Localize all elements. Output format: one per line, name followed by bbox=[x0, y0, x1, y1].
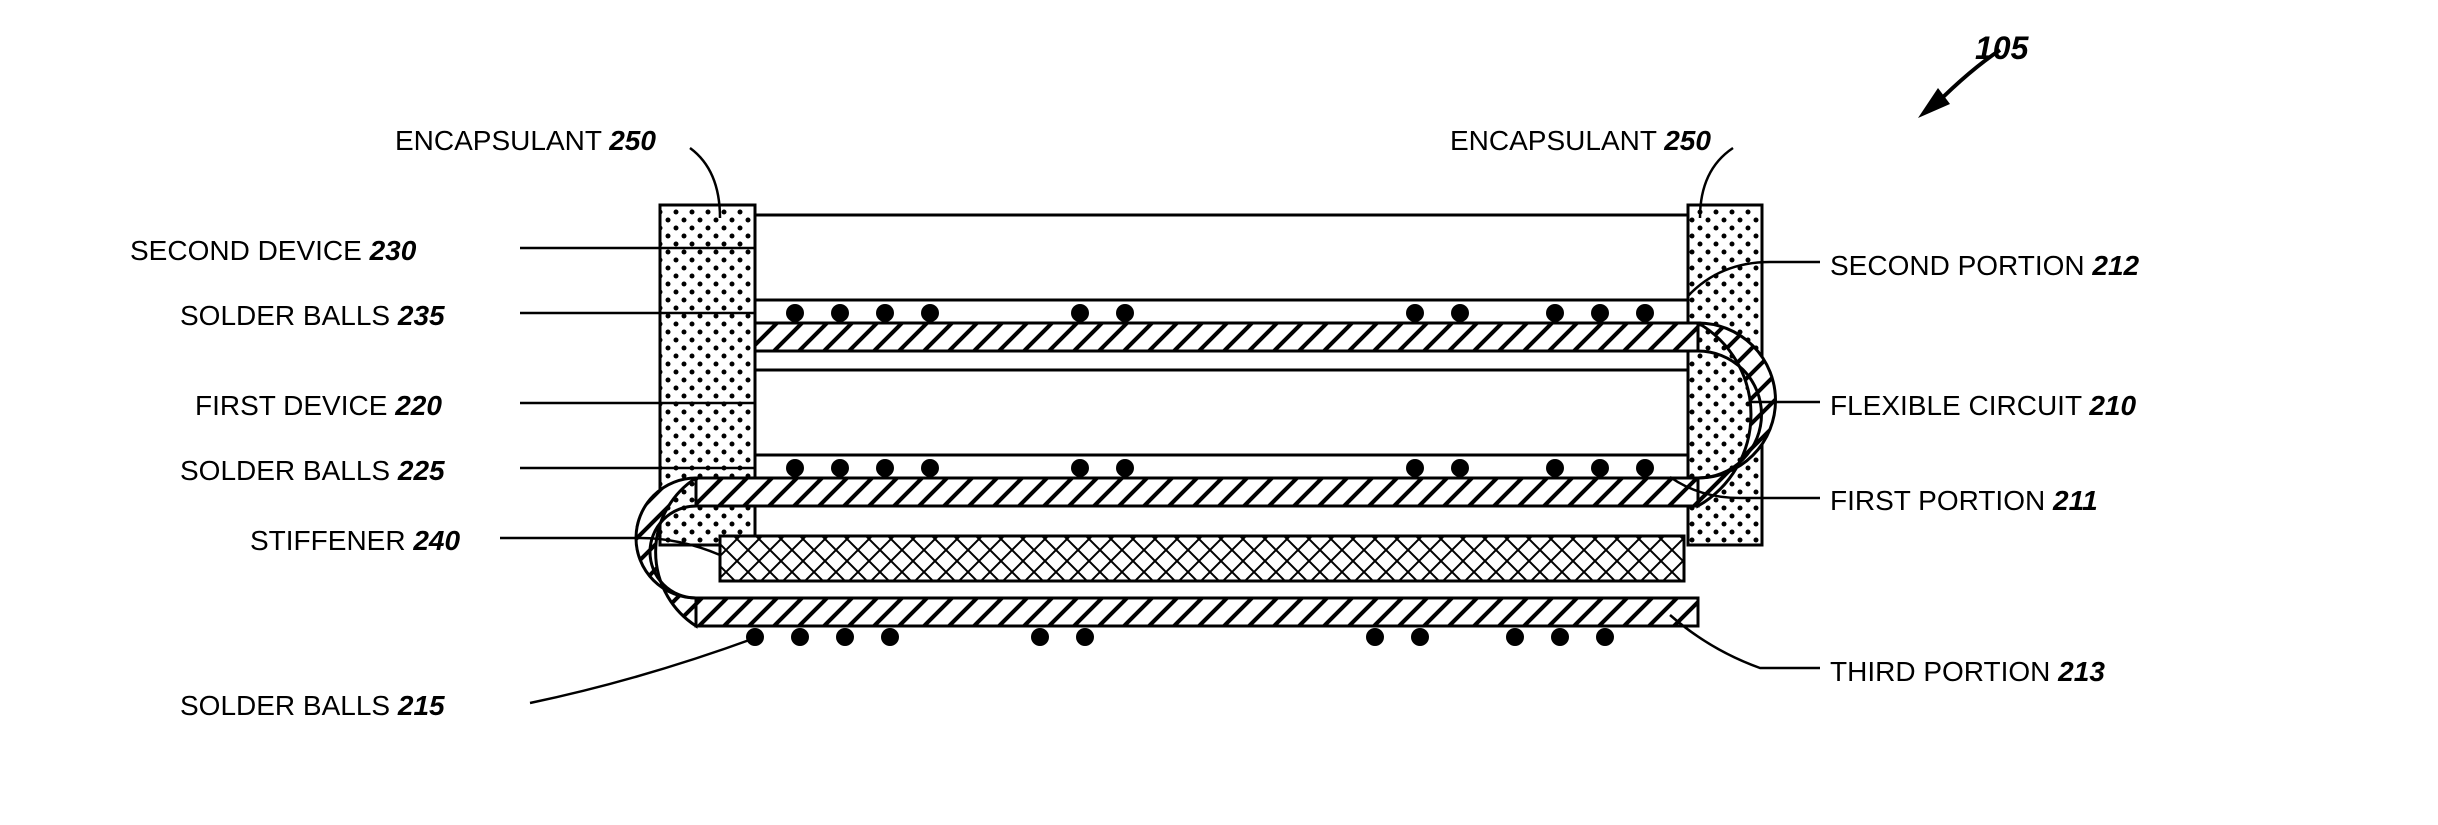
label-text: FIRST PORTION bbox=[1830, 485, 2045, 516]
stiffener bbox=[720, 536, 1684, 581]
label-ref: 240 bbox=[413, 525, 460, 556]
label-second-portion: SECOND PORTION 212 bbox=[1830, 250, 2139, 282]
label-text: ENCAPSULANT bbox=[395, 125, 601, 156]
label-ref: 215 bbox=[398, 690, 445, 721]
solder-balls-225 bbox=[786, 459, 1654, 477]
first-device bbox=[755, 370, 1688, 455]
label-ref: 230 bbox=[370, 235, 417, 266]
solder-balls-235 bbox=[786, 304, 1654, 322]
label-ref: 212 bbox=[2092, 250, 2139, 281]
label-stiffener: STIFFENER 240 bbox=[250, 525, 460, 557]
label-encapsulant-left: ENCAPSULANT 250 bbox=[395, 125, 656, 157]
label-text: SECOND DEVICE bbox=[130, 235, 362, 266]
label-solder-215: SOLDER BALLS 215 bbox=[180, 690, 445, 722]
diagram-canvas: ENCAPSULANT 250 SECOND DEVICE 230 SOLDER… bbox=[0, 0, 2438, 825]
label-ref: 225 bbox=[398, 455, 445, 486]
label-text: FIRST DEVICE bbox=[195, 390, 387, 421]
label-ref: 211 bbox=[2053, 485, 2098, 516]
label-text: SOLDER BALLS bbox=[180, 300, 390, 331]
label-ref: 250 bbox=[1664, 125, 1711, 156]
label-ref: 210 bbox=[2089, 390, 2136, 421]
label-third-portion: THIRD PORTION 213 bbox=[1830, 656, 2105, 688]
label-first-portion: FIRST PORTION 211 bbox=[1830, 485, 2098, 517]
label-solder-225: SOLDER BALLS 225 bbox=[180, 455, 445, 487]
label-text: THIRD PORTION bbox=[1830, 656, 2050, 687]
label-text: STIFFENER bbox=[250, 525, 406, 556]
label-text: SOLDER BALLS bbox=[180, 690, 390, 721]
solder-balls-215 bbox=[746, 628, 1614, 646]
label-ref: 220 bbox=[395, 390, 442, 421]
label-encapsulant-right: ENCAPSULANT 250 bbox=[1450, 125, 1711, 157]
label-second-device: SECOND DEVICE 230 bbox=[130, 235, 416, 267]
label-flexible-circuit: FLEXIBLE CIRCUIT 210 bbox=[1830, 390, 2136, 422]
label-ref: 213 bbox=[2058, 656, 2105, 687]
label-first-device: FIRST DEVICE 220 bbox=[195, 390, 442, 422]
second-device bbox=[755, 215, 1688, 300]
label-ref: 235 bbox=[398, 300, 445, 331]
label-text: ENCAPSULANT bbox=[1450, 125, 1656, 156]
label-text: SOLDER BALLS bbox=[180, 455, 390, 486]
figure-number: 105 bbox=[1975, 30, 2028, 67]
label-text: SECOND PORTION bbox=[1830, 250, 2085, 281]
label-text: FLEXIBLE CIRCUIT bbox=[1830, 390, 2082, 421]
label-solder-235: SOLDER BALLS 235 bbox=[180, 300, 445, 332]
label-ref: 250 bbox=[609, 125, 656, 156]
